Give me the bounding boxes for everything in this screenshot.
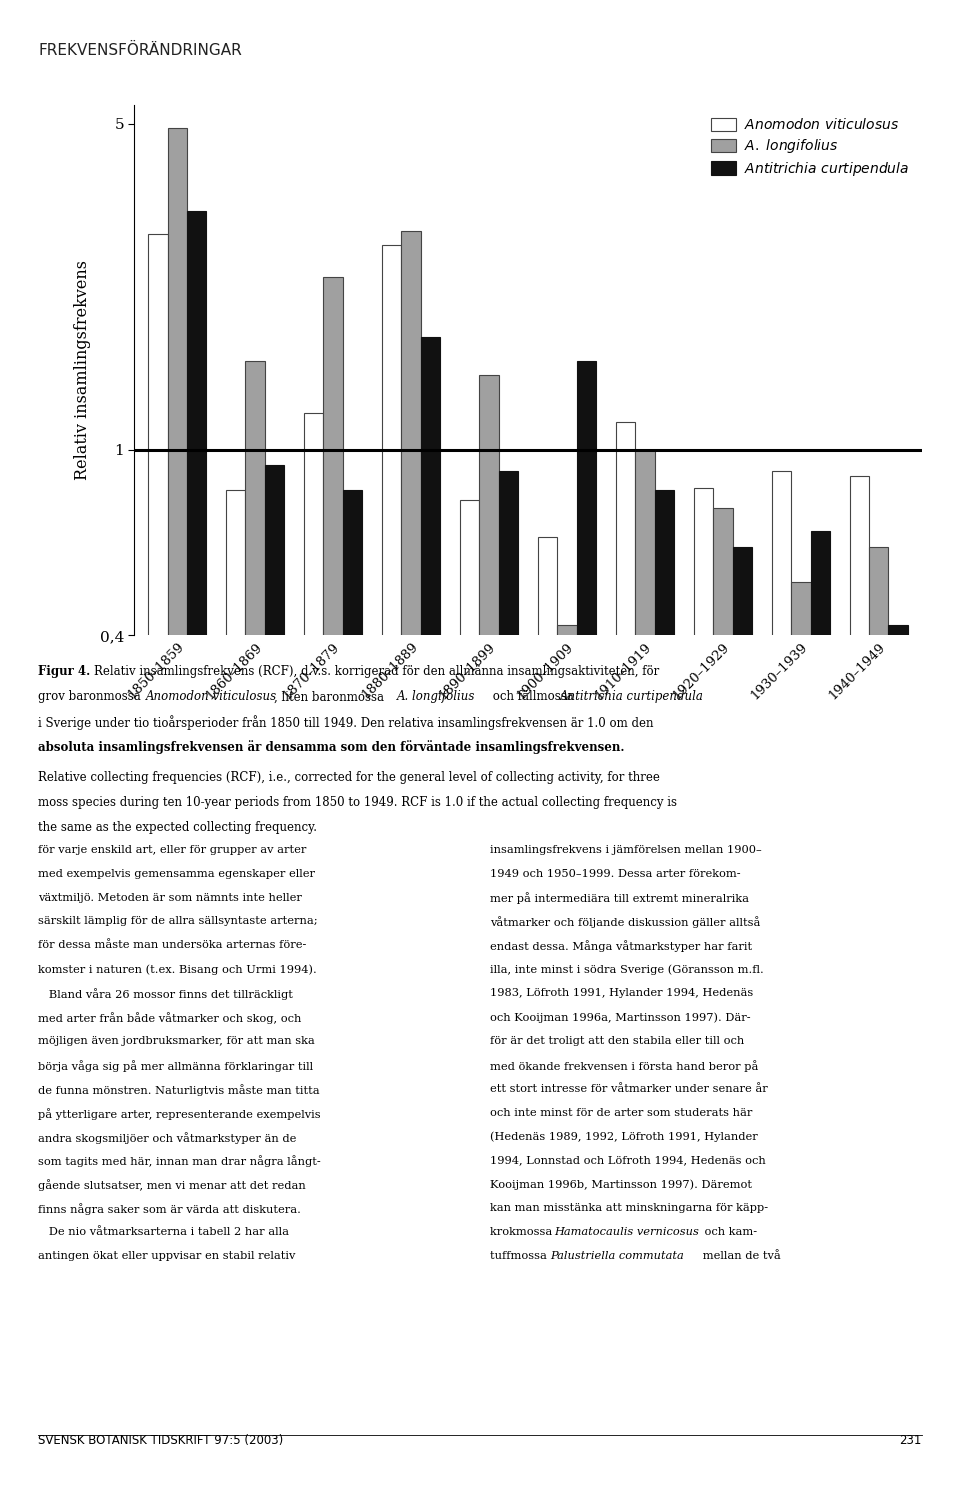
- Bar: [187, 211, 206, 1495]
- Bar: [636, 450, 655, 1495]
- Text: och inte minst för de arter som studerats här: och inte minst för de arter som studerat…: [490, 1108, 752, 1118]
- Bar: [382, 245, 401, 1495]
- Text: på ytterligare arter, representerande exempelvis: på ytterligare arter, representerande ex…: [38, 1108, 321, 1120]
- Text: 231: 231: [900, 1434, 922, 1447]
- Text: Antitrichia curtipendula: Antitrichia curtipendula: [560, 691, 704, 703]
- Bar: [246, 362, 265, 1495]
- Text: Bland våra 26 mossor finns det tillräckligt: Bland våra 26 mossor finns det tillräckl…: [38, 988, 293, 1000]
- Text: antingen ökat eller uppvisar en stabil relativ: antingen ökat eller uppvisar en stabil r…: [38, 1251, 296, 1262]
- Text: möjligen även jordbruksmarker, för att man ska: möjligen även jordbruksmarker, för att m…: [38, 1036, 315, 1046]
- Bar: [577, 362, 596, 1495]
- Text: kan man misstänka att minskningarna för käpp-: kan man misstänka att minskningarna för …: [490, 1203, 768, 1214]
- Text: som tagits med här, innan man drar några långt-: som tagits med här, innan man drar några…: [38, 1156, 322, 1168]
- Text: andra skogsmiljöer och våtmarkstyper än de: andra skogsmiljöer och våtmarkstyper än …: [38, 1132, 297, 1144]
- Text: växtmiljö. Metoden är som nämnts inte heller: växtmiljö. Metoden är som nämnts inte he…: [38, 893, 302, 903]
- Text: med exempelvis gemensamma egenskaper eller: med exempelvis gemensamma egenskaper ell…: [38, 869, 316, 879]
- Bar: [732, 547, 752, 1495]
- Bar: [850, 475, 869, 1495]
- Bar: [772, 471, 791, 1495]
- Text: med ökande frekvensen i första hand beror på: med ökande frekvensen i första hand bero…: [490, 1060, 758, 1072]
- Bar: [655, 490, 674, 1495]
- Bar: [791, 582, 810, 1495]
- Text: A. longifolius: A. longifolius: [396, 691, 475, 703]
- Text: våtmarker och följande diskussion gäller alltså: våtmarker och följande diskussion gäller…: [490, 916, 760, 928]
- Text: grov baronmossa: grov baronmossa: [38, 691, 145, 703]
- Bar: [420, 336, 441, 1495]
- Text: De nio våtmarksarterna i tabell 2 har alla: De nio våtmarksarterna i tabell 2 har al…: [38, 1227, 289, 1238]
- Text: Relativ insamlingsfrekvens (RCF), d.v.s. korrigerad för den allmänna insamlingsa: Relativ insamlingsfrekvens (RCF), d.v.s.…: [94, 665, 660, 679]
- Text: ett stort intresse för våtmarker under senare år: ett stort intresse för våtmarker under s…: [490, 1084, 767, 1094]
- Bar: [324, 277, 343, 1495]
- Text: endast dessa. Många våtmarkstyper har farit: endast dessa. Många våtmarkstyper har fa…: [490, 940, 752, 952]
- Text: komster i naturen (t.ex. Bisang och Urmi 1994).: komster i naturen (t.ex. Bisang och Urmi…: [38, 964, 317, 975]
- Text: 1949 och 1950–1999. Dessa arter förekom-: 1949 och 1950–1999. Dessa arter förekom-: [490, 869, 740, 879]
- Legend: $\it{Anomodon\ viticulosus}$, $\it{A.\ longifolius}$, $\it{Antitrichia\ curtipen: $\it{Anomodon\ viticulosus}$, $\it{A.\ l…: [705, 112, 915, 184]
- Bar: [148, 235, 168, 1495]
- Text: särskilt lämplig för de allra sällsyntaste arterna;: särskilt lämplig för de allra sällsyntas…: [38, 916, 318, 927]
- Text: FREKVENSFÖRÄNDRINGAR: FREKVENSFÖRÄNDRINGAR: [38, 43, 242, 58]
- Text: 1983, Löfroth 1991, Hylander 1994, Hedenäs: 1983, Löfroth 1991, Hylander 1994, Heden…: [490, 988, 753, 999]
- Text: Palustriella commutata: Palustriella commutata: [550, 1251, 684, 1262]
- Bar: [810, 531, 830, 1495]
- Text: absoluta insamlingsfrekvensen är densamma som den förväntade insamlingsfrekvense: absoluta insamlingsfrekvensen är densamm…: [38, 740, 625, 755]
- Text: för dessa måste man undersöka arternas före-: för dessa måste man undersöka arternas f…: [38, 940, 307, 951]
- Bar: [265, 465, 284, 1495]
- Text: illa, inte minst i södra Sverige (Göransson m.fl.: illa, inte minst i södra Sverige (Görans…: [490, 964, 763, 975]
- Bar: [479, 375, 499, 1495]
- Text: mer på intermediära till extremt mineralrika: mer på intermediära till extremt mineral…: [490, 893, 749, 904]
- Bar: [304, 413, 324, 1495]
- Text: Anomodon viticulosus: Anomodon viticulosus: [146, 691, 277, 703]
- Text: (Hedenäs 1989, 1992, Löfroth 1991, Hylander: (Hedenäs 1989, 1992, Löfroth 1991, Hylan…: [490, 1132, 757, 1142]
- Bar: [343, 490, 362, 1495]
- Bar: [460, 501, 479, 1495]
- Text: för varje enskild art, eller för grupper av arter: för varje enskild art, eller för grupper…: [38, 845, 307, 855]
- Bar: [499, 471, 518, 1495]
- Bar: [713, 508, 732, 1495]
- Text: moss species during ten 10-year periods from 1850 to 1949. RCF is 1.0 if the act: moss species during ten 10-year periods …: [38, 795, 678, 809]
- Text: gående slutsatser, men vi menar att det redan: gående slutsatser, men vi menar att det …: [38, 1180, 306, 1192]
- Text: krokmossa                                          och kam-: krokmossa och kam-: [490, 1227, 756, 1238]
- Text: och Kooijman 1996a, Martinsson 1997). Där-: och Kooijman 1996a, Martinsson 1997). Dä…: [490, 1012, 750, 1023]
- Text: finns några saker som är värda att diskutera.: finns några saker som är värda att disku…: [38, 1203, 301, 1215]
- Text: 1994, Lonnstad och Löfroth 1994, Hedenäs och: 1994, Lonnstad och Löfroth 1994, Hedenäs…: [490, 1156, 765, 1166]
- Text: Hamatocaulis vernicosus: Hamatocaulis vernicosus: [554, 1227, 699, 1238]
- Bar: [401, 230, 420, 1495]
- Bar: [226, 490, 246, 1495]
- Text: Figur 4.: Figur 4.: [38, 665, 90, 679]
- Text: och fällmossa: och fällmossa: [489, 691, 577, 703]
- Text: the same as the expected collecting frequency.: the same as the expected collecting freq…: [38, 821, 318, 834]
- Text: börja våga sig på mer allmänna förklaringar till: börja våga sig på mer allmänna förklarin…: [38, 1060, 314, 1072]
- Bar: [869, 547, 888, 1495]
- Bar: [694, 487, 713, 1495]
- Text: de funna mönstren. Naturligtvis måste man titta: de funna mönstren. Naturligtvis måste ma…: [38, 1084, 320, 1096]
- Y-axis label: Relativ insamlingsfrekvens: Relativ insamlingsfrekvens: [74, 260, 91, 480]
- Text: Relative collecting frequencies (RCF), i.e., corrected for the general level of : Relative collecting frequencies (RCF), i…: [38, 771, 660, 783]
- Text: tuffmossa                                           mellan de två: tuffmossa mellan de två: [490, 1251, 780, 1262]
- Text: i Sverige under tio tioårsperioder från 1850 till 1949. Den relativa insamlingsf: i Sverige under tio tioårsperioder från …: [38, 716, 654, 731]
- Text: SVENSK BOTANISK TIDSKRIFT 97:5 (2003): SVENSK BOTANISK TIDSKRIFT 97:5 (2003): [38, 1434, 283, 1447]
- Bar: [538, 537, 557, 1495]
- Bar: [615, 422, 636, 1495]
- Text: insamlingsfrekvens i jämförelsen mellan 1900–: insamlingsfrekvens i jämförelsen mellan …: [490, 845, 761, 855]
- Bar: [557, 625, 577, 1495]
- Bar: [888, 625, 908, 1495]
- Text: Kooijman 1996b, Martinsson 1997). Däremot: Kooijman 1996b, Martinsson 1997). Däremo…: [490, 1180, 752, 1190]
- Text: för är det troligt att den stabila eller till och: för är det troligt att den stabila eller…: [490, 1036, 744, 1046]
- Text: , liten baronmossa: , liten baronmossa: [274, 691, 387, 703]
- Bar: [168, 129, 187, 1495]
- Text: med arter från både våtmarker och skog, och: med arter från både våtmarker och skog, …: [38, 1012, 301, 1024]
